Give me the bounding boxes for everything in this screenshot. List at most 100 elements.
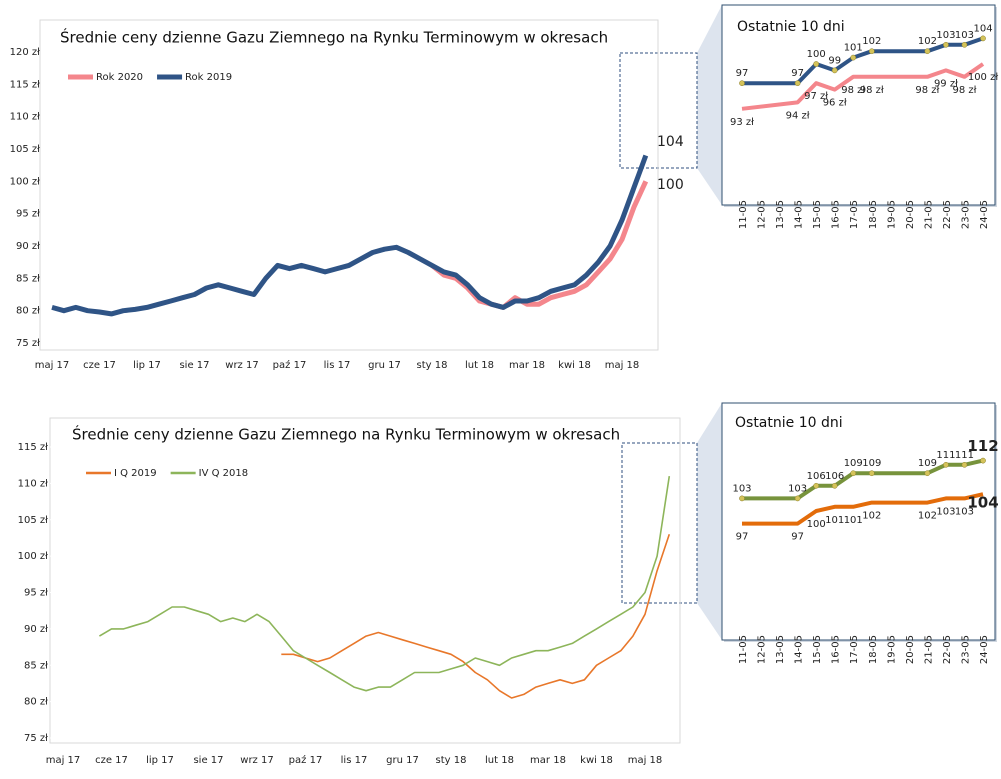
point-marker [813, 482, 820, 489]
point-marker [943, 461, 949, 468]
data-label: 106 [825, 471, 844, 482]
x-tick-label: lip 17 [133, 360, 161, 371]
x-tick-label: kwi 18 [558, 360, 591, 371]
data-label: 103 [732, 483, 751, 494]
y-tick-label: 110 zł [18, 478, 49, 489]
legend-label: Rok 2019 [185, 72, 232, 83]
x-tick-label: gru 17 [386, 755, 419, 766]
point-marker [961, 41, 968, 48]
x-tick-label: 14-05 [794, 635, 805, 664]
y-tick-label: 90 zł [24, 624, 48, 635]
data-label: 98 zł [841, 85, 865, 96]
point-marker [813, 61, 820, 67]
x-tick-label: maj 17 [46, 755, 81, 766]
y-tick-label: 115 zł [18, 442, 49, 453]
x-tick-label: 24-05 [979, 635, 990, 664]
x-tick-label: 11-05 [738, 635, 749, 664]
zoom-connector [697, 5, 722, 205]
point-marker [850, 470, 857, 477]
point-marker [961, 461, 968, 468]
x-tick-label: paź 17 [273, 359, 307, 371]
x-tick-label: mar 18 [530, 755, 566, 766]
series-line [741, 62, 985, 111]
data-label: 100 [807, 519, 826, 530]
data-label: 98 zł [952, 85, 976, 96]
point-marker [980, 457, 986, 464]
data-label: 97 zł [804, 91, 828, 102]
series-line [430, 180, 649, 310]
data-label: 112 [967, 437, 998, 455]
series-line [98, 475, 671, 692]
data-label: 111 [936, 450, 955, 461]
data-label: 98 zł [915, 85, 939, 96]
x-tick-label: sty 18 [417, 360, 448, 371]
point-marker [794, 495, 801, 502]
x-tick-label: 17-05 [849, 200, 860, 229]
point-marker [739, 80, 745, 87]
y-tick-label: 90 zł [16, 241, 40, 252]
x-tick-label: 15-05 [812, 200, 823, 229]
data-label: 103 [936, 506, 955, 517]
point-marker [850, 54, 857, 61]
data-label: 98 zł [860, 85, 884, 96]
data-label: 103 [955, 30, 974, 41]
data-label: 94 zł [786, 110, 810, 121]
point-marker [831, 482, 838, 489]
data-label: 93 zł [730, 117, 754, 128]
chart-title: Średnie ceny dzienne Gazu Ziemnego na Ry… [72, 425, 620, 444]
annotation: 104 [657, 134, 684, 150]
x-tick-label: paź 17 [289, 754, 323, 766]
point-marker [739, 495, 745, 502]
x-tick-label: wrz 17 [225, 360, 258, 371]
point-marker [868, 48, 875, 55]
x-tick-label: 22-05 [942, 200, 953, 229]
y-tick-label: 100 zł [10, 176, 41, 187]
zoom-connector [697, 403, 722, 640]
point-marker [868, 470, 875, 477]
data-label: 106 [807, 471, 826, 482]
x-tick-label: 19-05 [886, 200, 897, 229]
point-marker [980, 35, 986, 42]
x-tick-label: 15-05 [812, 635, 823, 664]
series-line [281, 534, 671, 699]
data-label: 103 [788, 483, 807, 494]
data-label: 111 [955, 450, 974, 461]
x-tick-label: 21-05 [923, 635, 934, 664]
y-tick-label: 75 zł [24, 733, 48, 744]
x-tick-label: cze 17 [95, 755, 128, 766]
inset-title: Ostatnie 10 dni [735, 415, 843, 431]
data-label: 97 [791, 532, 804, 543]
legend-label: IV Q 2018 [199, 468, 248, 479]
x-tick-label: lut 18 [465, 360, 494, 371]
x-tick-label: wrz 17 [240, 755, 273, 766]
data-label: 102 [862, 36, 881, 47]
data-label: 99 [828, 55, 841, 66]
x-tick-label: maj 18 [605, 360, 640, 371]
x-tick-label: 13-05 [775, 635, 786, 664]
y-tick-label: 80 zł [16, 306, 40, 317]
data-label: 100 zł [968, 72, 999, 83]
x-tick-label: 16-05 [831, 635, 842, 664]
x-tick-label: 11-05 [738, 200, 749, 229]
data-label: 109 [918, 458, 937, 469]
y-tick-label: 110 zł [10, 112, 41, 123]
data-label: 102 [862, 511, 881, 522]
inset-frame [721, 402, 996, 641]
x-tick-label: maj 17 [35, 360, 70, 371]
x-tick-label: 17-05 [849, 635, 860, 664]
x-tick-label: 12-05 [757, 200, 768, 229]
x-tick-label: cze 17 [83, 360, 116, 371]
series-line [742, 492, 984, 526]
y-tick-label: 85 zł [24, 660, 48, 671]
x-tick-label: lis 17 [341, 755, 368, 766]
point-marker [924, 470, 931, 477]
x-tick-label: lis 17 [324, 360, 351, 371]
x-tick-label: lip 17 [146, 755, 174, 766]
inset-title: Ostatnie 10 dni [737, 19, 845, 35]
x-tick-label: kwi 18 [580, 755, 613, 766]
legend-label: Rok 2020 [96, 72, 143, 83]
x-tick-label: 23-05 [960, 200, 971, 229]
y-tick-label: 80 zł [24, 697, 48, 708]
